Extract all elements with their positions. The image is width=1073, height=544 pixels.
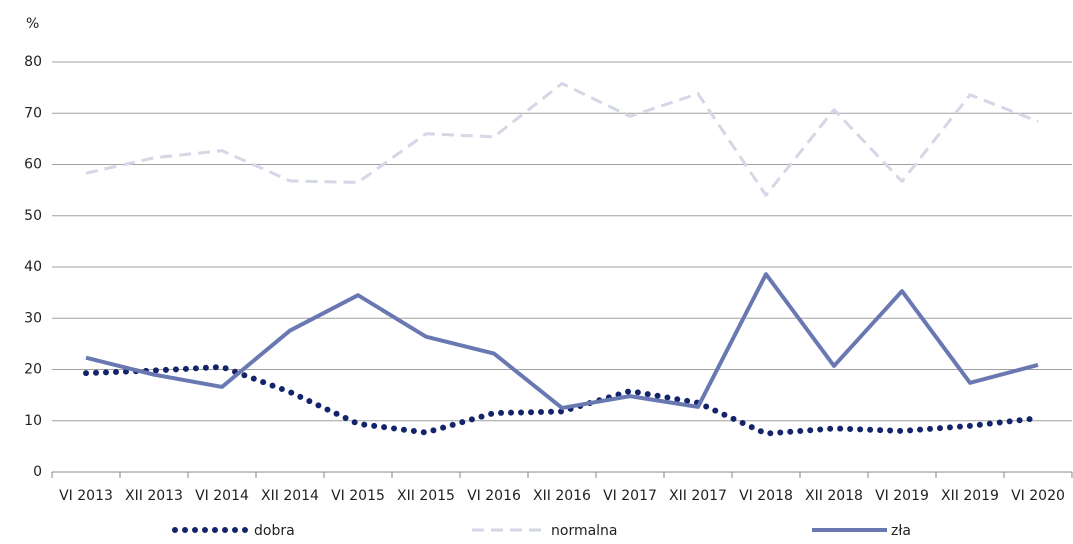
x-tick-label: VI 2016	[467, 488, 521, 504]
y-tick-label: 0	[33, 464, 42, 480]
x-tick-label: VI 2017	[603, 488, 657, 504]
series-line	[85, 272, 1039, 410]
x-tick-label: VI 2015	[331, 488, 385, 504]
x-tick-label: XII 2015	[397, 488, 455, 504]
y-tick-label: 70	[24, 105, 42, 121]
series-line	[83, 363, 1041, 437]
x-tick-label: XII 2019	[941, 488, 999, 504]
y-tick-label: 30	[24, 310, 42, 326]
x-tick-label: VI 2018	[739, 488, 793, 504]
x-tick-label: VI 2013	[59, 488, 113, 504]
y-axis-label: %	[26, 16, 39, 32]
legend-label: zła	[891, 523, 911, 539]
y-tick-label: 10	[24, 413, 42, 429]
x-tick-label: VI 2019	[875, 488, 929, 504]
y-tick-label: 40	[24, 259, 42, 275]
x-tick-label: XII 2014	[261, 488, 319, 504]
x-tick-label: VI 2014	[195, 488, 249, 504]
x-tick-label: XII 2018	[805, 488, 863, 504]
y-tick-label: 80	[24, 54, 42, 70]
x-tick-label: XII 2016	[533, 488, 591, 504]
series-line	[85, 82, 1039, 197]
x-tick-label: XII 2013	[125, 488, 183, 504]
legend-label: normalna	[551, 523, 618, 539]
y-tick-label: 20	[24, 362, 42, 378]
x-tick-label: XII 2017	[669, 488, 727, 504]
x-tick-label: VI 2020	[1011, 488, 1065, 504]
y-tick-label: 50	[24, 208, 42, 224]
legend-label: dobra	[254, 523, 295, 539]
y-tick-label: 60	[24, 157, 42, 173]
